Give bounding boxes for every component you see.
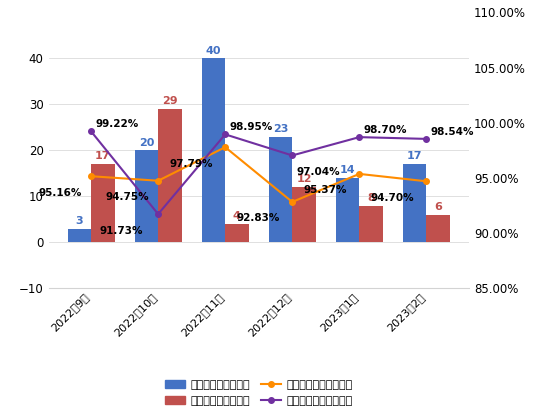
Text: 3: 3 — [75, 216, 83, 226]
东莞与广州平均价格比 — [88, 129, 94, 134]
Text: 17: 17 — [95, 152, 110, 162]
Text: 8: 8 — [367, 193, 375, 203]
东莞与广州平均价格比 — [356, 135, 363, 140]
Line: 佛山与广州平均价格比: 佛山与广州平均价格比 — [88, 144, 429, 205]
Text: 98.54%: 98.54% — [431, 127, 474, 137]
Bar — [360, 206, 383, 242]
Text: 95.37%: 95.37% — [304, 185, 347, 195]
东莞与广州平均价格比 — [222, 132, 229, 137]
Bar — [336, 178, 360, 242]
Text: 98.70%: 98.70% — [363, 125, 407, 135]
佛山与广州平均价格比 — [356, 171, 363, 176]
Text: 98.95%: 98.95% — [230, 122, 273, 132]
Bar — [91, 164, 115, 242]
Bar — [426, 215, 450, 242]
Text: 97.79%: 97.79% — [170, 159, 213, 169]
Text: 14: 14 — [340, 165, 355, 175]
Text: 17: 17 — [407, 152, 423, 162]
Text: 6: 6 — [434, 202, 442, 212]
Bar — [135, 150, 158, 242]
佛山与广州平均价格比 — [423, 179, 430, 184]
Text: 4: 4 — [233, 211, 241, 221]
佛山与广州平均价格比 — [289, 199, 295, 204]
Text: 40: 40 — [206, 46, 221, 56]
东莞与广州平均价格比 — [155, 212, 161, 217]
Bar — [158, 109, 182, 242]
Text: 97.04%: 97.04% — [296, 167, 340, 177]
Text: 92.83%: 92.83% — [237, 213, 280, 223]
Text: 20: 20 — [139, 138, 154, 147]
Bar — [403, 164, 426, 242]
Bar — [202, 59, 225, 242]
佛山与广州平均价格比 — [155, 178, 161, 183]
Text: 91.73%: 91.73% — [100, 225, 143, 236]
Legend: 广州与佛山均值差额, 广州与东莞均值差额, 佛山与广州平均价格比, 东莞与广州平均价格比: 广州与佛山均值差额, 广州与东莞均值差额, 佛山与广州平均价格比, 东莞与广州平… — [161, 377, 356, 409]
Text: 94.75%: 94.75% — [105, 192, 149, 202]
Text: 29: 29 — [162, 96, 178, 106]
Bar — [292, 187, 316, 242]
东莞与广州平均价格比 — [289, 153, 295, 158]
佛山与广州平均价格比 — [222, 145, 229, 150]
Text: 95.16%: 95.16% — [38, 187, 82, 198]
Text: 94.70%: 94.70% — [371, 193, 414, 203]
Bar — [67, 229, 91, 242]
Text: 12: 12 — [296, 174, 312, 185]
东莞与广州平均价格比 — [423, 136, 430, 141]
Text: 23: 23 — [273, 124, 288, 134]
Line: 东莞与广州平均价格比: 东莞与广州平均价格比 — [88, 129, 429, 217]
Text: 99.22%: 99.22% — [95, 119, 139, 129]
Bar — [225, 224, 248, 242]
Bar — [269, 137, 292, 242]
佛山与广州平均价格比 — [88, 174, 94, 179]
